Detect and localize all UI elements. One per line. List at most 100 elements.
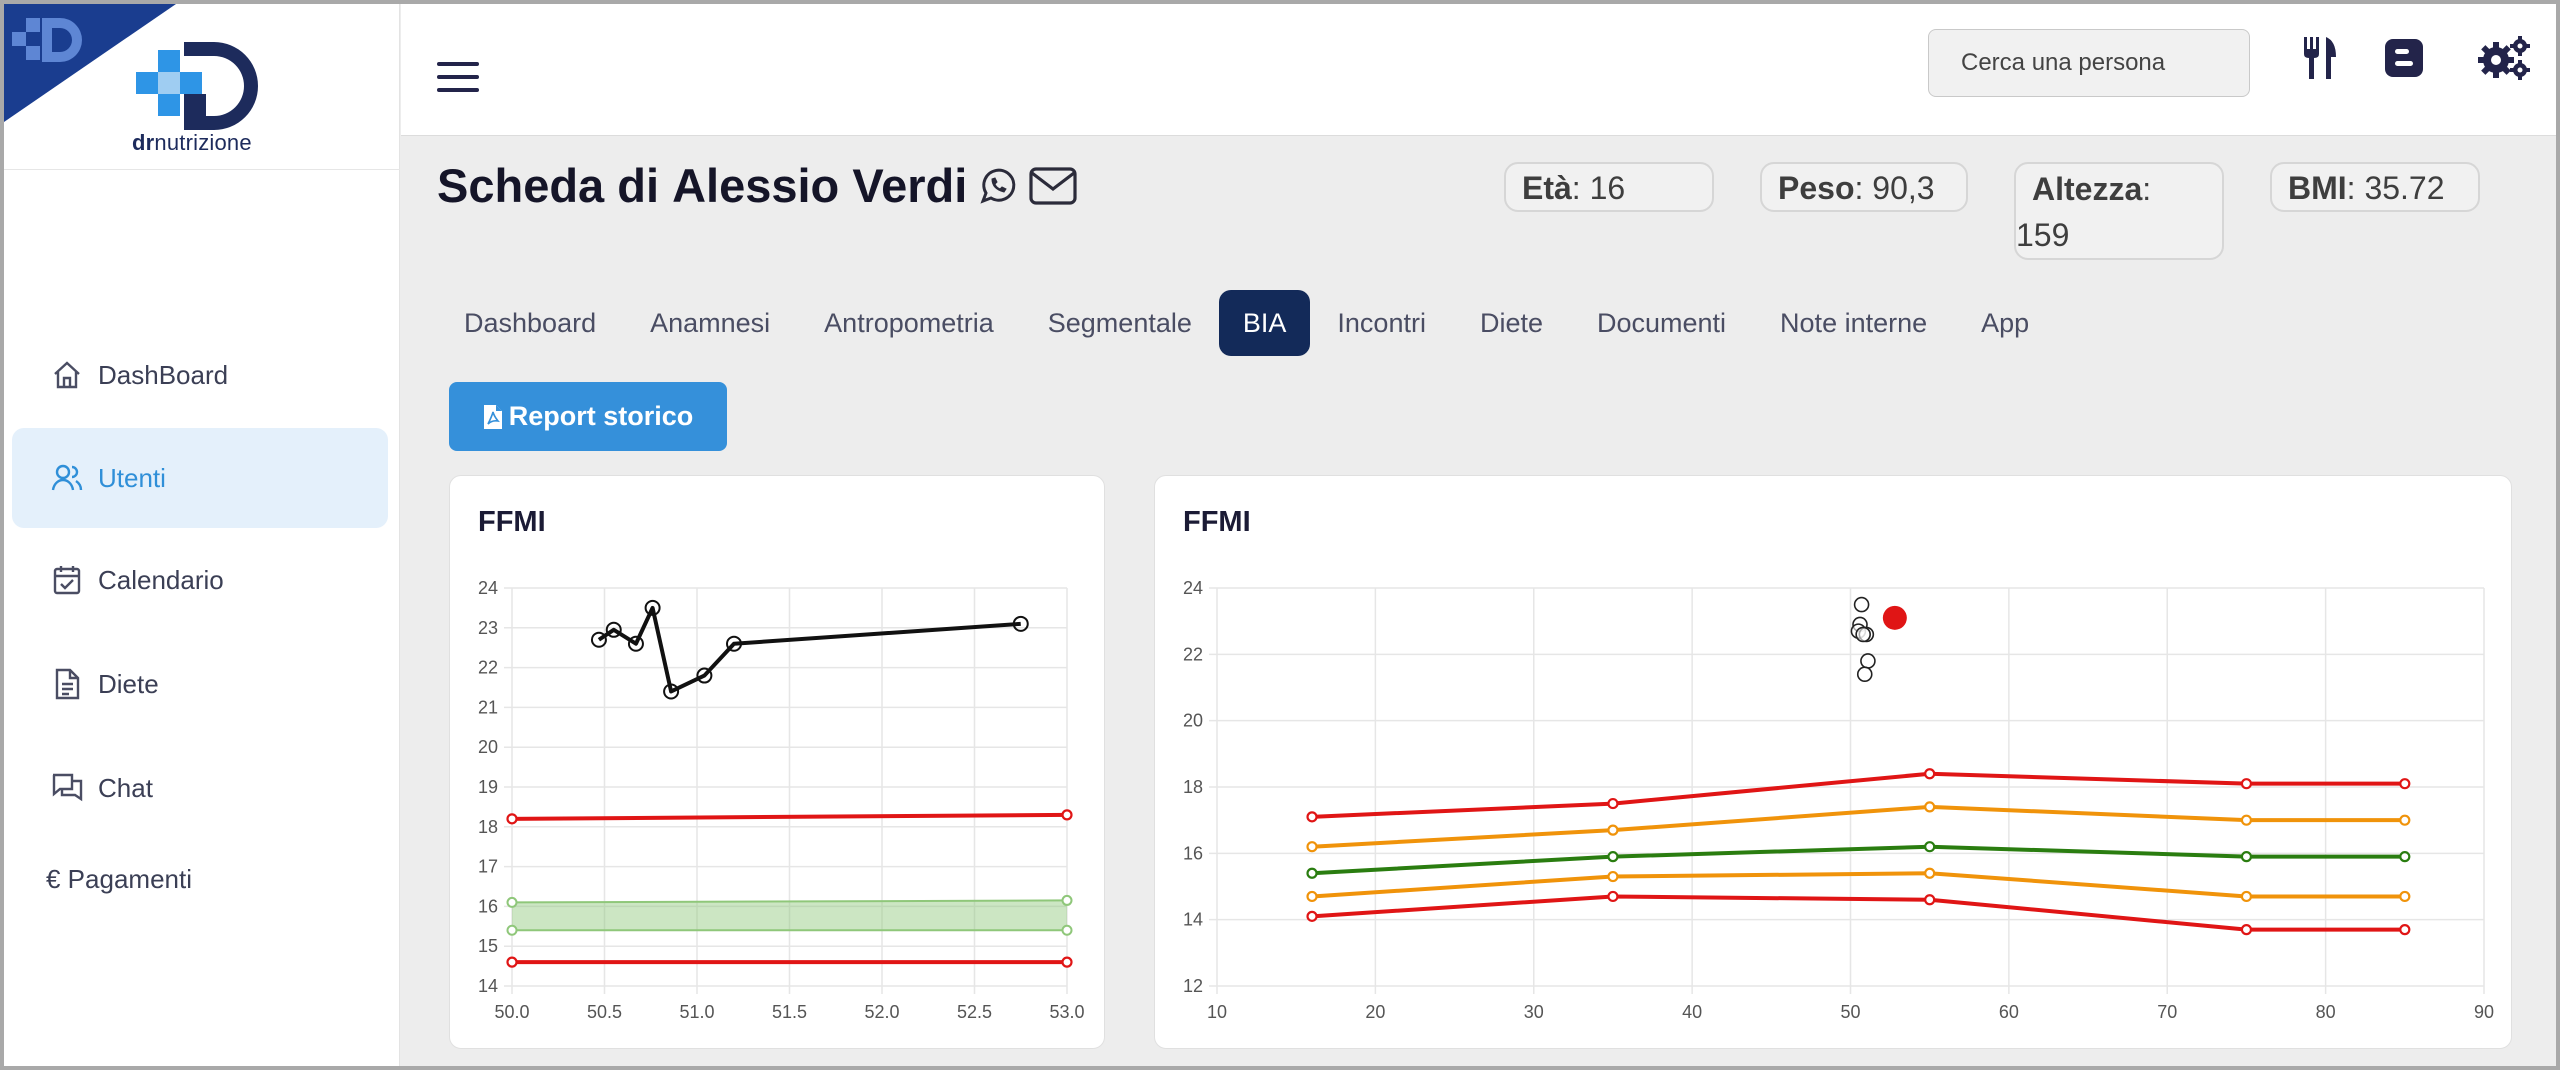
x-tick-label: 10 xyxy=(1207,1002,1227,1022)
settings-gears-icon[interactable] xyxy=(2474,36,2534,80)
x-tick-label: 51.5 xyxy=(772,1002,807,1022)
series-point xyxy=(2399,778,2411,790)
x-tick-label: 70 xyxy=(2157,1002,2177,1022)
tab-antropometria[interactable]: Antropometria xyxy=(824,308,994,338)
series-point xyxy=(1924,768,1936,780)
logo-area: drnutrizione xyxy=(4,4,400,170)
series-point xyxy=(1306,811,1318,823)
ffmi-age-chart: 12 14 16 18 20 22 24 10 20 30 40 50 60 70 80 90 xyxy=(1183,578,2494,1022)
series-point xyxy=(605,621,622,638)
series-point xyxy=(1607,824,1619,836)
sidebar-item-pagamenti[interactable]: € Pagamenti xyxy=(12,840,388,918)
sidebar-item-dashboard[interactable]: DashBoard xyxy=(12,328,388,422)
series-point xyxy=(2240,778,2253,790)
series-point xyxy=(644,599,661,616)
series-point xyxy=(1012,615,1029,632)
series-line xyxy=(1311,804,2405,849)
x-tick-label: 20 xyxy=(1365,1002,1385,1022)
series-point xyxy=(2399,890,2411,903)
series-point xyxy=(1607,851,1619,863)
tab-diete[interactable]: Diete xyxy=(1479,308,1543,338)
series-point xyxy=(1607,890,1619,903)
x-tick-label: 40 xyxy=(1682,1002,1702,1022)
cutlery-icon[interactable] xyxy=(2298,36,2342,80)
series-point xyxy=(627,635,644,652)
sidebar-item-chat[interactable]: Chat xyxy=(12,736,388,840)
x-tick-label: 52.0 xyxy=(864,1002,899,1022)
y-tick-label: 24 xyxy=(478,578,498,598)
report-button-label: Report storico xyxy=(508,401,694,431)
tab-incontri[interactable]: Incontri xyxy=(1337,308,1426,338)
menu-toggle-icon[interactable] xyxy=(437,62,479,96)
search-input[interactable] xyxy=(1928,29,2250,97)
ffmi-history-card: FFMI 14 15 16 17 18 19 20 21 22 23 24 50.0 50.5 51.0 5… xyxy=(449,475,1105,1049)
series-line xyxy=(1311,894,2405,932)
series-point xyxy=(1607,870,1619,883)
series-point xyxy=(726,635,742,652)
series-point xyxy=(2399,814,2411,826)
sidebar-item-label: Diete xyxy=(98,668,159,699)
series-point xyxy=(2240,890,2253,903)
x-tick-label: 52.5 xyxy=(957,1002,992,1022)
y-tick-label: 19 xyxy=(478,777,498,797)
y-tick-label: 20 xyxy=(478,737,498,757)
whatsapp-icon[interactable] xyxy=(977,165,1019,207)
series-line xyxy=(1311,871,2405,899)
envelope-icon[interactable] xyxy=(1029,166,1077,205)
document-icon xyxy=(50,667,84,701)
y-tick-label: 17 xyxy=(478,857,498,877)
x-tick-label: 80 xyxy=(2316,1002,2336,1022)
band-point xyxy=(1061,924,1073,936)
y-tick-label: 14 xyxy=(478,976,498,996)
y-tick-label: 18 xyxy=(478,817,498,837)
logo-icon xyxy=(136,42,258,130)
x-tick-label: 60 xyxy=(1999,1002,2019,1022)
x-tick-label: 50.5 xyxy=(587,1002,622,1022)
series-point xyxy=(1924,867,1936,879)
series-line xyxy=(1311,844,2405,876)
measurement-point xyxy=(1860,653,1876,669)
x-tick-label: 53.0 xyxy=(1049,1002,1084,1022)
tab-anamnesi[interactable]: Anamnesi xyxy=(650,308,771,338)
chart-title: FFMI xyxy=(478,506,546,538)
series-point xyxy=(1306,841,1318,853)
y-tick-label: 12 xyxy=(1183,976,1203,996)
sidebar-item-label: Calendario xyxy=(98,564,224,595)
measurement-point xyxy=(1856,666,1873,683)
patient-name: Alessio Verdi xyxy=(672,159,968,212)
y-tick-label: 22 xyxy=(1183,644,1203,664)
current-measurement-point xyxy=(1882,605,1907,630)
tab-bia[interactable]: BIA xyxy=(1218,290,1311,356)
series-point xyxy=(1306,890,1318,903)
y-tick-label: 21 xyxy=(478,697,498,717)
tab-dashboard[interactable]: Dashboard xyxy=(464,308,597,338)
height-badge: Altezza: 159 xyxy=(2014,162,2224,260)
y-tick-label: 22 xyxy=(478,658,498,678)
sidebar-item-diete[interactable]: Diete xyxy=(12,632,388,736)
x-tick-label: 90 xyxy=(2474,1002,2494,1022)
series-point xyxy=(696,667,713,684)
series-line xyxy=(597,605,1021,694)
blogger-icon[interactable] xyxy=(2382,36,2426,80)
tab-note-interne[interactable]: Note interne xyxy=(1780,308,1928,338)
y-tick-label: 16 xyxy=(1183,843,1203,863)
sidebar-item-utenti[interactable]: Utenti xyxy=(12,428,388,528)
series-point xyxy=(506,956,518,968)
tab-app[interactable]: App xyxy=(1981,308,2030,338)
measurement-point xyxy=(1855,626,1871,643)
series-point xyxy=(506,813,518,825)
series-point xyxy=(2240,851,2253,863)
series-point xyxy=(1061,809,1073,821)
band-point xyxy=(1061,894,1073,906)
tab-documenti[interactable]: Documenti xyxy=(1596,308,1727,338)
series-point xyxy=(1607,797,1619,810)
sidebar-item-calendario[interactable]: Calendario xyxy=(12,528,388,632)
report-storico-button[interactable]: Report storico xyxy=(449,382,727,451)
y-tick-label: 24 xyxy=(1183,578,1203,598)
tab-segmentale[interactable]: Segmentale xyxy=(1047,308,1192,338)
sidebar-item-label: Chat xyxy=(98,772,153,803)
series-point xyxy=(1924,894,1936,906)
x-tick-label: 30 xyxy=(1524,1002,1544,1022)
chart-title: FFMI xyxy=(1183,506,1251,538)
sidebar-item-label: Utenti xyxy=(98,462,166,493)
